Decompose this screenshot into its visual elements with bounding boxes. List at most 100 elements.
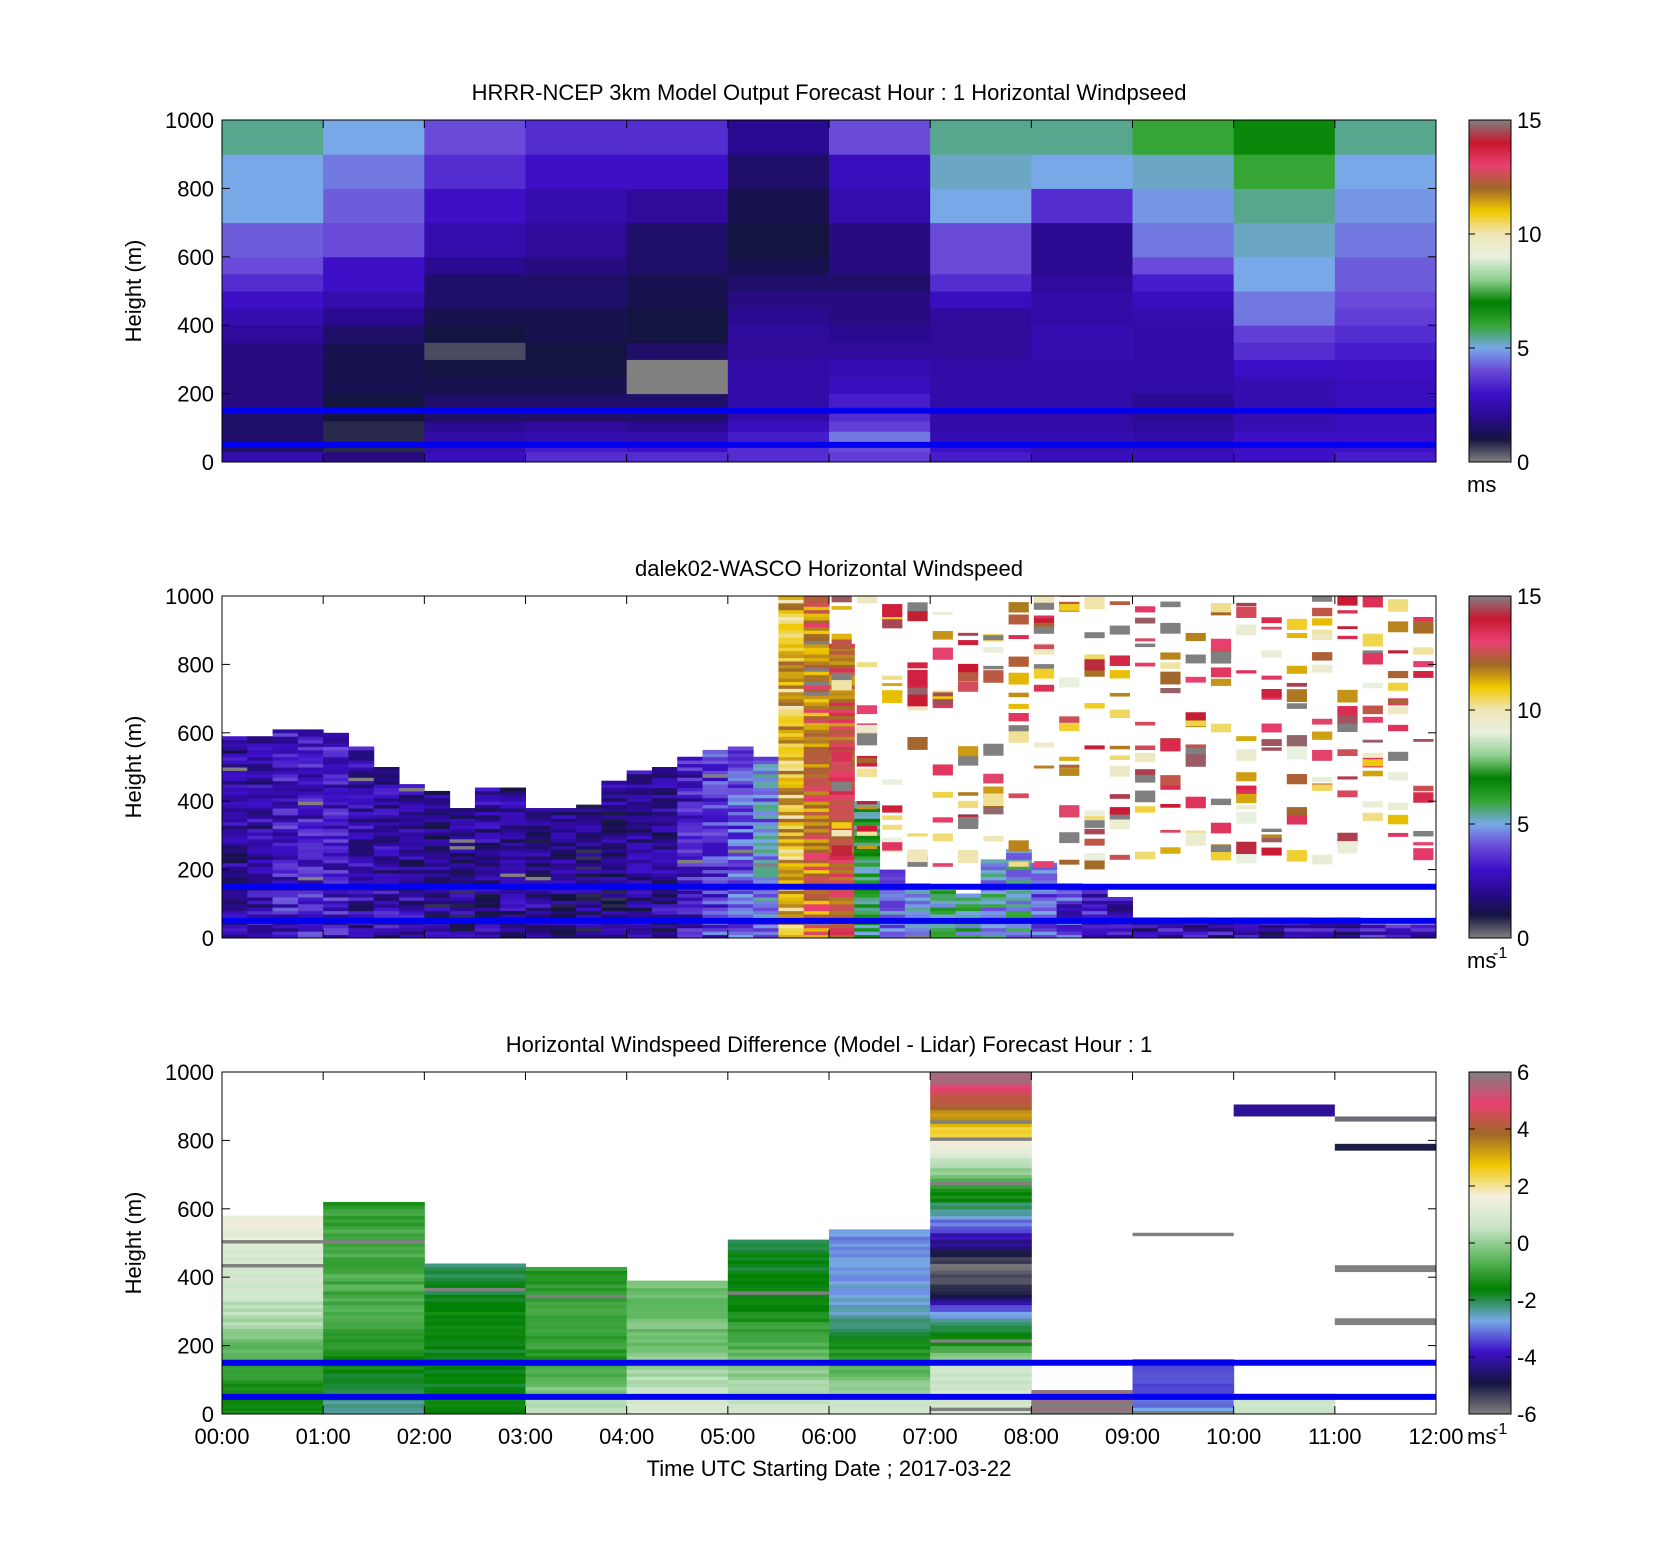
model-cell [222, 393, 324, 412]
lidar-cell [955, 924, 982, 929]
model-cell [525, 222, 628, 258]
lidar-upper-return [1413, 670, 1434, 678]
lidar-cell [399, 879, 425, 884]
lidar-cell [272, 903, 299, 908]
difference-cell [829, 1229, 931, 1234]
lidar-cell [474, 842, 501, 847]
lidar-cell [247, 910, 274, 915]
difference-cell [323, 1205, 425, 1210]
lidar-cell [778, 698, 805, 703]
lidar-upper-return [1387, 650, 1409, 654]
lidar-cell [803, 678, 830, 682]
lidar-cell [803, 681, 830, 686]
lidar-cell [297, 890, 324, 895]
lidar-cell [778, 804, 805, 809]
difference-cell [829, 1290, 931, 1295]
lidar-upper-return [1387, 599, 1409, 612]
difference-cell [323, 1280, 425, 1285]
lidar-cell [576, 934, 602, 938]
lidar-cell [222, 903, 248, 908]
lidar-cell [829, 698, 855, 703]
lidar-cell [323, 835, 349, 840]
lidar-cell [803, 818, 830, 823]
lidar-cell [1132, 924, 1159, 929]
lidar-cell [930, 910, 956, 915]
lidar-cell [904, 903, 931, 908]
difference-cell [424, 1328, 526, 1333]
lidar-cell [803, 907, 830, 912]
lidar-cell [626, 934, 653, 938]
difference-cell [930, 1157, 1032, 1162]
difference-cell [727, 1297, 830, 1302]
lidar-cell [550, 876, 577, 881]
lidar-cell [955, 907, 982, 912]
difference-cell [829, 1311, 931, 1316]
lidar-cell [348, 787, 375, 792]
lidar-cell [222, 879, 248, 884]
lidar-cell [854, 924, 881, 929]
lidar-cell [980, 866, 1007, 871]
x-tick-label: 03:00 [498, 1424, 553, 1449]
lidar-cell [778, 695, 805, 700]
lidar-cell [297, 794, 324, 799]
difference-cell [930, 1201, 1032, 1206]
lidar-cell [879, 876, 906, 881]
lidar-cell [373, 896, 400, 901]
x-tick-label: 10:00 [1206, 1424, 1261, 1449]
lidar-cell [651, 896, 678, 901]
lidar-cell [222, 907, 248, 912]
lidar-cell [1107, 927, 1133, 932]
difference-cell [1233, 1400, 1336, 1405]
lidar-cell [373, 869, 400, 874]
lidar-upper-return [1185, 720, 1206, 727]
lidar-upper-return [932, 696, 953, 700]
model-cell [424, 273, 526, 292]
colorbar-tick-label: 10 [1517, 698, 1541, 723]
lidar-cell [373, 838, 400, 843]
lidar-cell [348, 842, 375, 847]
lidar-cell [500, 910, 526, 915]
lidar-cell [272, 763, 299, 768]
lidar-upper-return [957, 746, 979, 759]
lidar-cell [626, 862, 653, 867]
lidar-cell [1385, 927, 1412, 932]
lidar-cell [803, 831, 830, 836]
lidar-cell [373, 835, 400, 840]
model-cell [829, 420, 931, 432]
difference-cell [222, 1335, 324, 1340]
lidar-cell [348, 777, 375, 782]
lidar-cell [1258, 927, 1285, 932]
lidar-cell [778, 712, 805, 717]
difference-cell [222, 1219, 324, 1223]
lidar-cell [373, 862, 400, 867]
colorbar-tick-label: 0 [1517, 926, 1529, 951]
lidar-upper-return [1261, 847, 1282, 856]
lidar-cell [222, 924, 248, 929]
lidar-cell [677, 814, 704, 819]
lidar-cell [778, 777, 805, 782]
lidar-cell [1006, 907, 1032, 912]
lidar-cell [626, 777, 653, 782]
lidar-upper-return [1210, 638, 1232, 651]
lidar-cell [803, 743, 830, 747]
lidar-upper-return [932, 631, 953, 640]
difference-cell [222, 1270, 324, 1275]
difference-cell [323, 1390, 425, 1394]
lidar-cell [424, 852, 451, 857]
lidar-cell [727, 804, 754, 809]
lidar-upper-return [1008, 692, 1029, 698]
lidar-cell [727, 873, 754, 877]
lidar-cell [778, 780, 805, 785]
model-cell [222, 420, 324, 432]
difference-cell [424, 1369, 526, 1374]
lidar-cell [297, 773, 324, 778]
difference-cell [1031, 1407, 1133, 1412]
lidar-cell [829, 691, 855, 696]
lidar-upper-return [907, 684, 928, 688]
panel-3: 00:00 01:00 02:00 03:00 04:00 05:00 06:00 07:00… [121, 1032, 1537, 1481]
lidar-cell [272, 808, 299, 812]
lidar-cell [576, 900, 602, 905]
lidar-upper-return [1135, 606, 1156, 613]
difference-cell [424, 1273, 526, 1278]
model-cell [1233, 342, 1336, 360]
